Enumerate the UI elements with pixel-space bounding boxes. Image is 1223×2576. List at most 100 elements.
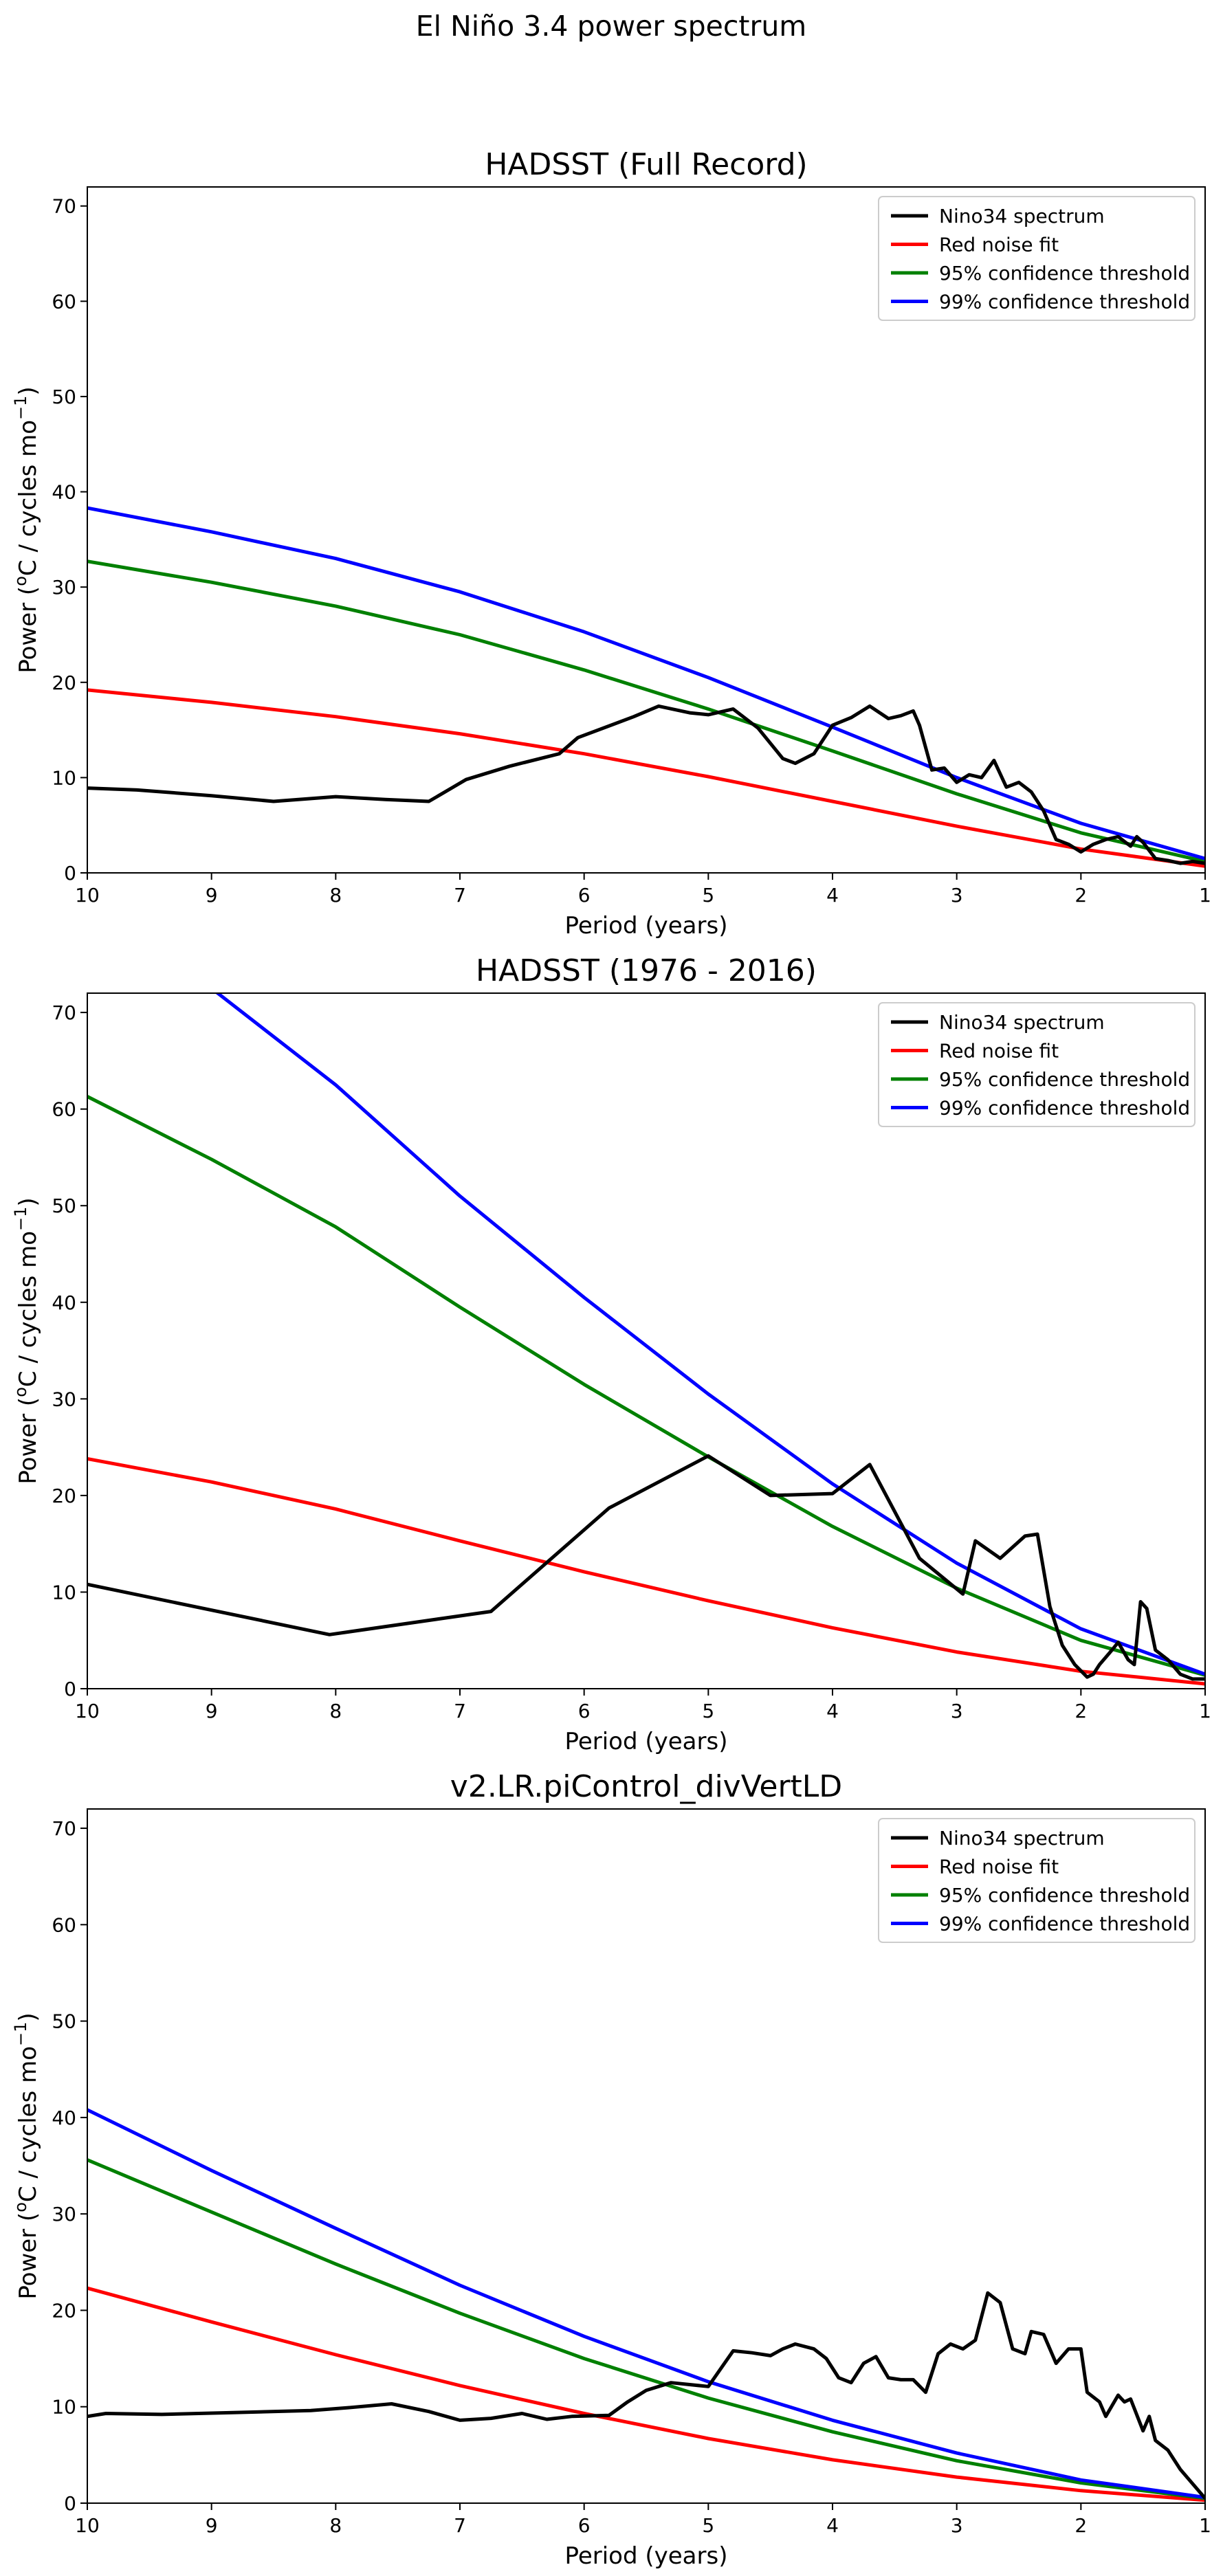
y-axis-label: Power (oC / cycles mo−1) xyxy=(11,2012,42,2299)
legend: Nino34 spectrum Red noise fit 95% confiden… xyxy=(878,1818,1196,1943)
x-axis-label: Period (years) xyxy=(565,912,728,940)
legend-label-95-confidence-threshold: 95% confidence threshold xyxy=(939,262,1190,285)
legend-label-95-confidence-threshold: 95% confidence threshold xyxy=(939,1884,1190,1907)
axes-frame xyxy=(87,186,1206,874)
x-tick-label: 4 xyxy=(826,1700,839,1722)
x-tick-label: 10 xyxy=(75,1700,100,1722)
legend-label-red-noise-fit: Red noise fit xyxy=(939,1040,1059,1063)
legend-label-nino34-spectrum: Nino34 spectrum xyxy=(939,1011,1105,1034)
y-tick-label: 70 xyxy=(52,195,76,218)
legend-label-99-confidence-threshold: 99% confidence threshold xyxy=(939,291,1190,313)
series-line-99-confidence-threshold xyxy=(214,993,1205,1676)
legend-label-95-confidence-threshold: 95% confidence threshold xyxy=(939,1068,1190,1091)
x-tick-label: 8 xyxy=(329,884,342,907)
y-tick-label: 0 xyxy=(64,862,76,885)
y-tick-label: 60 xyxy=(52,1913,76,1936)
series-line-nino34-spectrum xyxy=(87,704,1205,865)
panels: HADSST (Full Record)10 9 8 7 6 5 4 3 2 1010203040… xyxy=(11,147,1211,2570)
x-tick-label: 8 xyxy=(329,2514,342,2537)
x-tick-label: 3 xyxy=(951,2514,963,2537)
y-tick-label: 10 xyxy=(52,1581,76,1603)
x-tick-label: 4 xyxy=(826,2514,839,2537)
series-group xyxy=(87,2108,1205,2502)
x-axis-label: Period (years) xyxy=(565,2542,728,2570)
x-tick-label: 5 xyxy=(702,884,714,907)
y-tick-label: 20 xyxy=(52,1485,76,1507)
y-tick-label: 70 xyxy=(52,1817,76,1840)
axes-frame xyxy=(87,992,1206,1689)
x-tick-label: 9 xyxy=(206,2514,218,2537)
x-tick-label: 9 xyxy=(206,1700,218,1722)
legend-frame xyxy=(878,196,1196,321)
y-tick-label: 70 xyxy=(52,1001,76,1024)
x-tick-label: 5 xyxy=(702,1700,714,1722)
y-tick-label: 60 xyxy=(52,1098,76,1121)
figure-suptitle: El Niño 3.4 power spectrum xyxy=(416,10,807,43)
y-tick-label: 50 xyxy=(52,2010,76,2033)
y-tick-label: 50 xyxy=(52,386,76,408)
y-tick-label: 10 xyxy=(52,766,76,789)
y-tick-label: 50 xyxy=(52,1195,76,1217)
series-line-red-noise-fit xyxy=(87,1457,1205,1686)
chart-title: v2.LR.piControl_divVertLD xyxy=(450,1769,842,1804)
x-tick-label: 2 xyxy=(1075,2514,1087,2537)
series-line-red-noise-fit xyxy=(87,688,1205,868)
x-tick-label: 4 xyxy=(826,884,839,907)
legend: Nino34 spectrum Red noise fit 95% confiden… xyxy=(878,1002,1196,1127)
legend-label-nino34-spectrum: Nino34 spectrum xyxy=(939,205,1105,227)
x-tick-label: 1 xyxy=(1199,2514,1211,2537)
y-tick-label: 20 xyxy=(52,671,76,694)
legend-label-red-noise-fit: Red noise fit xyxy=(939,1856,1059,1878)
x-tick-label: 5 xyxy=(702,2514,714,2537)
chart-panel-1: HADSST (Full Record)10 9 8 7 6 5 4 3 2 1010203040… xyxy=(11,147,1211,940)
y-tick-label: 30 xyxy=(52,2203,76,2225)
y-axis-label: Power (oC / cycles mo−1) xyxy=(11,1197,42,1484)
legend-label-red-noise-fit: Red noise fit xyxy=(939,234,1059,256)
x-tick-label: 7 xyxy=(454,1700,466,1722)
legend: Nino34 spectrum Red noise fit 95% confiden… xyxy=(878,196,1196,321)
legend-label-99-confidence-threshold: 99% confidence threshold xyxy=(939,1913,1190,1935)
series-group xyxy=(87,506,1205,868)
x-tick-label: 10 xyxy=(75,884,100,907)
y-tick-label: 30 xyxy=(52,576,76,599)
series-group xyxy=(87,993,1205,1686)
y-axis-label: Power (oC / cycles mo−1) xyxy=(11,386,42,673)
chart-title: HADSST (Full Record) xyxy=(485,147,807,182)
series-line-red-noise-fit xyxy=(87,2286,1205,2502)
series-line-95-confidence-threshold xyxy=(87,1095,1205,1677)
x-tick-label: 1 xyxy=(1199,884,1211,907)
y-tick-label: 0 xyxy=(64,2492,76,2515)
x-axis-label: Period (years) xyxy=(565,1728,728,1755)
series-line-nino34-spectrum xyxy=(87,1454,1205,1681)
series-line-99-confidence-threshold xyxy=(87,2108,1205,2500)
series-line-95-confidence-threshold xyxy=(87,2158,1205,2500)
chart-title: HADSST (1976 - 2016) xyxy=(476,953,817,988)
x-tick-label: 6 xyxy=(578,884,591,907)
y-tick-label: 40 xyxy=(52,1291,76,1314)
x-tick-label: 7 xyxy=(454,884,466,907)
x-tick-label: 6 xyxy=(578,1700,591,1722)
series-line-95-confidence-threshold xyxy=(87,559,1205,863)
y-tick-label: 20 xyxy=(52,2299,76,2322)
y-tick-label: 60 xyxy=(52,290,76,313)
chart-panel-2: HADSST (1976 - 2016)10 9 8 7 6 5 4 3 2 1010203040… xyxy=(11,953,1211,1755)
y-tick-label: 10 xyxy=(52,2396,76,2419)
y-tick-label: 0 xyxy=(64,1678,76,1700)
series-line-99-confidence-threshold xyxy=(87,506,1205,860)
x-tick-label: 6 xyxy=(578,2514,591,2537)
y-tick-label: 40 xyxy=(52,2107,76,2129)
legend-label-nino34-spectrum: Nino34 spectrum xyxy=(939,1827,1105,1850)
x-tick-label: 10 xyxy=(75,2514,100,2537)
x-tick-label: 3 xyxy=(951,1700,963,1722)
x-tick-label: 1 xyxy=(1199,1700,1211,1722)
x-tick-label: 2 xyxy=(1075,1700,1087,1722)
x-tick-label: 3 xyxy=(951,884,963,907)
x-tick-label: 7 xyxy=(454,2514,466,2537)
x-tick-label: 2 xyxy=(1075,884,1087,907)
series-line-nino34-spectrum xyxy=(87,2291,1205,2500)
x-tick-label: 8 xyxy=(329,1700,342,1722)
legend-label-99-confidence-threshold: 99% confidence threshold xyxy=(939,1097,1190,1120)
